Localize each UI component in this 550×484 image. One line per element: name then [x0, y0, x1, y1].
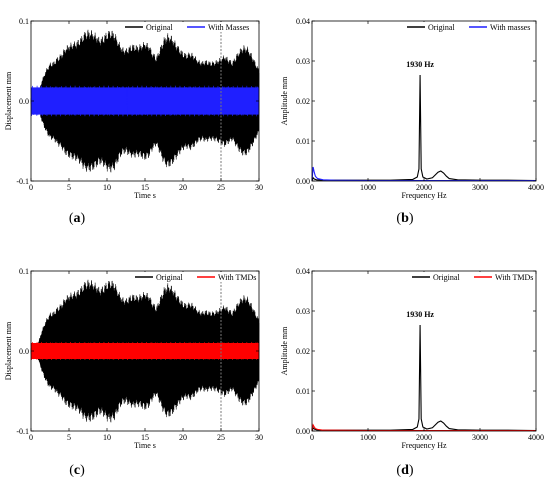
- caption-c: (c): [57, 463, 97, 479]
- x-tick-label: 15: [141, 433, 149, 442]
- caption-b-close: ): [408, 211, 414, 226]
- x-tick-label: 20: [179, 183, 187, 192]
- plot-frame: [311, 270, 537, 432]
- legend-label-original: Original: [156, 273, 183, 282]
- caption-c-close: ): [80, 463, 85, 478]
- panel-4: 1930 Hz 0 1000 2000 3000 4000 0.00 0.01 0.02 0.03…: [280, 267, 544, 450]
- y-tick-label: -0.1: [16, 427, 29, 436]
- caption-d-letter: d: [401, 463, 409, 478]
- y-tick-label: 0.01: [296, 137, 310, 146]
- legend-box: [410, 272, 535, 282]
- legend-label-original: Original: [433, 273, 460, 282]
- y-tick-label: 0.1: [19, 17, 29, 26]
- x-tick-label: 4000: [528, 433, 544, 442]
- y-tick-label: -0.1: [16, 177, 29, 186]
- panel-3: 0 5 10 15 20 25 30 -0.1 0.0 0.1 Time s Displacement…: [4, 267, 263, 450]
- x-tick-label: 3000: [472, 433, 488, 442]
- x-tick-label: 10: [103, 433, 111, 442]
- legend-label-reduced: With Masses: [208, 23, 249, 32]
- legend: Original With masses: [405, 22, 535, 32]
- legend-label-reduced: With TMDs: [218, 273, 256, 282]
- caption-b: (b): [385, 211, 425, 227]
- x-tick-label: 2000: [416, 183, 432, 192]
- x-tick-label: 20: [179, 433, 187, 442]
- panel-1: 0 5 10 15 20 25 30 -0.1 0.0 0.1 Time s Displacement…: [4, 17, 263, 200]
- y-tick-label: 0.02: [296, 347, 310, 356]
- peak-annotation: 1930 Hz: [406, 60, 434, 69]
- x-tick-label: 4000: [528, 183, 544, 192]
- legend: Original With TMDs: [410, 272, 535, 282]
- legend-label-original: Original: [428, 23, 455, 32]
- x-tick-label: 5: [67, 433, 71, 442]
- y-tick-label: 0.01: [296, 387, 310, 396]
- y-tick-label: 0.04: [296, 17, 310, 26]
- original-spectrum-line: [311, 74, 537, 182]
- x-axis-label: Frequency Hz: [401, 441, 447, 450]
- peak-annotation: 1930 Hz: [406, 310, 434, 319]
- y-tick-label: 0.04: [296, 267, 310, 276]
- x-tick-label: 1000: [360, 183, 376, 192]
- caption-a-close: ): [80, 211, 86, 226]
- caption-b-open: (: [396, 211, 402, 226]
- y-axis-label: Amplitude mm: [280, 326, 289, 375]
- y-tick-label: 0.1: [19, 267, 29, 276]
- legend: Original With TMDs: [133, 272, 258, 282]
- caption-d: (d): [385, 463, 425, 479]
- caption-a: (a): [57, 211, 97, 227]
- caption-b-letter: b: [401, 211, 409, 226]
- x-tick-label: 30: [255, 183, 263, 192]
- x-tick-label: 3000: [472, 183, 488, 192]
- x-tick-label: 5: [67, 183, 71, 192]
- legend-label-original: Original: [146, 23, 173, 32]
- x-axis-label: Time s: [134, 441, 156, 450]
- x-tick-label: 0: [310, 183, 314, 192]
- x-tick-label: 10: [103, 183, 111, 192]
- x-tick-label: 25: [217, 433, 225, 442]
- x-tick-label: 2000: [416, 433, 432, 442]
- caption-a-letter: a: [73, 211, 81, 226]
- y-axis-label: Amplitude mm: [280, 76, 289, 125]
- x-axis-label: Frequency Hz: [401, 191, 447, 200]
- caption-d-open: (: [396, 463, 402, 478]
- y-tick-label: 0.0: [19, 97, 29, 106]
- y-tick-label: 0.0: [19, 347, 29, 356]
- x-tick-label: 15: [141, 183, 149, 192]
- x-axis-label: Time s: [134, 191, 156, 200]
- original-spectrum-line: [311, 324, 537, 432]
- y-tick-label: 0.02: [296, 97, 310, 106]
- y-tick-label: 0.03: [296, 307, 310, 316]
- x-tick-label: 25: [217, 183, 225, 192]
- plot-frame: [311, 20, 537, 182]
- caption-c-open: (: [69, 463, 74, 478]
- caption-a-open: (: [68, 211, 74, 226]
- x-tick-label: 30: [255, 433, 263, 442]
- y-tick-label: 0.00: [296, 427, 310, 436]
- y-tick-label: 0.03: [296, 57, 310, 66]
- reduced-series-trace: [30, 342, 260, 360]
- caption-c-letter: c: [73, 463, 81, 478]
- legend-label-reduced: With TMDs: [495, 273, 533, 282]
- y-axis-label: Displacement mm: [4, 71, 13, 130]
- legend-label-reduced: With masses: [490, 23, 530, 32]
- x-tick-label: 1000: [360, 433, 376, 442]
- caption-d-close: ): [408, 463, 414, 478]
- panel-2: 1930 Hz 0 1000 2000 3000 4000 0.00 0.01 0.02 0.03…: [280, 17, 544, 200]
- x-tick-label: 0: [310, 433, 314, 442]
- legend: Original With Masses: [123, 22, 258, 32]
- x-tick-label: 0: [29, 433, 33, 442]
- legend-box: [133, 272, 258, 282]
- y-axis-label: Displacement mm: [4, 321, 13, 380]
- x-tick-label: 0: [29, 183, 33, 192]
- y-tick-label: 0.00: [296, 177, 310, 186]
